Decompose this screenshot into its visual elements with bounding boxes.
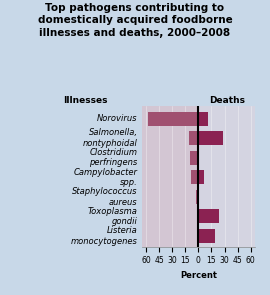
Text: Deaths: Deaths bbox=[209, 96, 245, 104]
Bar bbox=[148, 112, 198, 126]
Bar bbox=[198, 209, 219, 223]
Bar bbox=[198, 106, 255, 247]
Bar bbox=[189, 131, 198, 145]
Bar bbox=[198, 112, 208, 126]
Bar bbox=[191, 170, 198, 184]
X-axis label: Percent: Percent bbox=[180, 271, 217, 280]
Bar bbox=[198, 229, 215, 243]
Text: Top pathogens contributing to
domestically acquired foodborne
illnesses and deat: Top pathogens contributing to domestical… bbox=[38, 3, 232, 38]
Bar bbox=[142, 106, 198, 247]
Bar bbox=[198, 131, 223, 145]
Bar bbox=[198, 170, 204, 184]
Bar bbox=[190, 151, 198, 165]
Text: Illnesses: Illnesses bbox=[63, 96, 107, 104]
Bar bbox=[196, 190, 198, 204]
